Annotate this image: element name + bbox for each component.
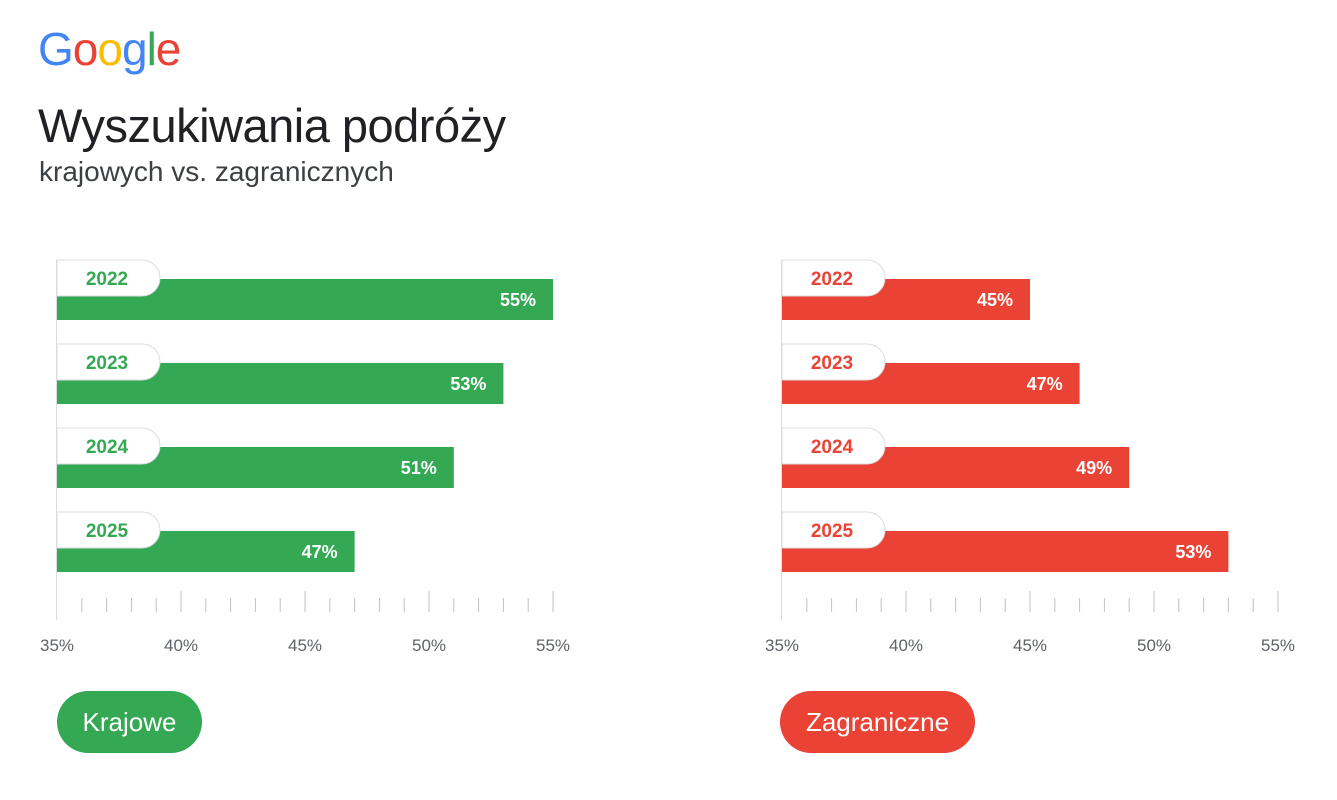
year-tab <box>781 427 886 465</box>
tick-label: 45% <box>1013 636 1047 655</box>
year-label: 2023 <box>811 353 853 374</box>
year-label: 2022 <box>811 269 853 290</box>
year-tab <box>781 511 886 549</box>
tick-label: 40% <box>889 636 923 655</box>
value-label: 53% <box>450 374 486 394</box>
legend-domestic: Krajowe <box>57 691 202 753</box>
tick-label: 45% <box>288 636 322 655</box>
year-label: 2025 <box>86 521 129 542</box>
value-label: 47% <box>302 542 338 562</box>
year-label: 2023 <box>86 353 128 374</box>
logo-letter: o <box>97 23 123 75</box>
legend-foreign: Zagraniczne <box>780 691 975 753</box>
tick-label: 55% <box>536 636 570 655</box>
value-label: 55% <box>500 290 536 310</box>
value-label: 51% <box>401 458 437 478</box>
year-tab <box>56 343 161 381</box>
year-label: 2024 <box>811 437 854 458</box>
chart-foreign-svg: 2022 45% 2023 47% 2024 49% 2025 53% 35% 40% 45% 50%… <box>765 259 1295 655</box>
chart-domestic: 2022 55% 2023 53% 2024 51% 2025 47% 35% 40% 45% 50%… <box>0 240 570 670</box>
value-label: 45% <box>977 290 1013 310</box>
year-tab <box>781 259 886 297</box>
tick-label: 50% <box>412 636 446 655</box>
year-label: 2025 <box>811 521 854 542</box>
google-logo: Google <box>38 22 182 76</box>
year-label: 2024 <box>86 437 129 458</box>
chart-foreign: 2022 45% 2023 47% 2024 49% 2025 53% 35% 40% 45% 50%… <box>725 240 1295 670</box>
tick-label: 40% <box>164 636 198 655</box>
year-tab <box>56 427 161 465</box>
tick-label: 55% <box>1261 636 1295 655</box>
year-tab <box>56 259 161 297</box>
year-tab <box>781 343 886 381</box>
tick-label: 35% <box>40 636 74 655</box>
value-label: 53% <box>1175 542 1211 562</box>
logo-letter: g <box>121 23 148 75</box>
chart-subtitle: krajowych vs. zagranicznych <box>39 156 394 187</box>
tick-label: 50% <box>1137 636 1171 655</box>
value-label: 47% <box>1027 374 1063 394</box>
chart-title: Wyszukiwania podróży <box>38 99 506 152</box>
value-label: 49% <box>1076 458 1112 478</box>
logo-letter: e <box>155 23 182 75</box>
logo-letter: o <box>72 23 99 75</box>
chart-domestic-svg: 2022 55% 2023 53% 2024 51% 2025 47% 35% 40% 45% 50%… <box>40 259 570 655</box>
year-tab <box>56 511 161 549</box>
logo-letter: l <box>146 23 157 75</box>
tick-label: 35% <box>765 636 799 655</box>
logo-letter: G <box>38 23 74 75</box>
year-label: 2022 <box>86 269 128 290</box>
